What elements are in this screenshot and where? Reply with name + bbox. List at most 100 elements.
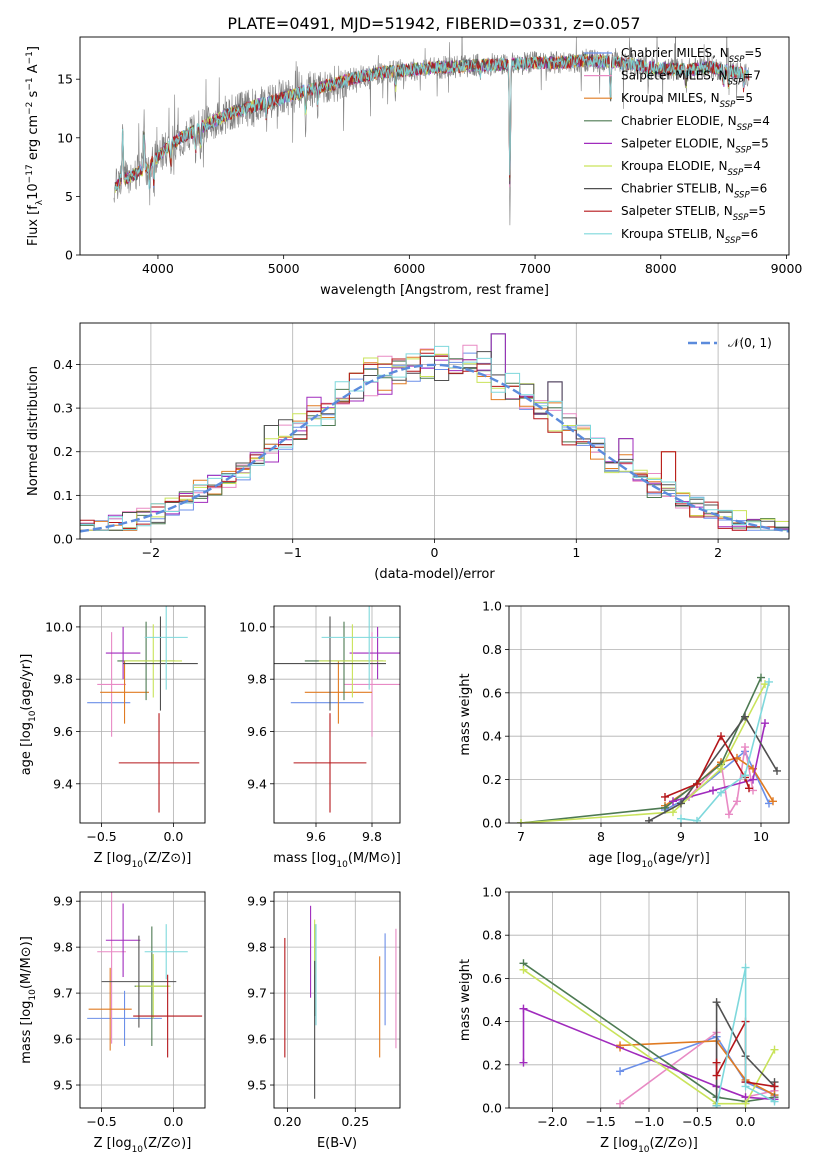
weight-marker xyxy=(519,965,528,974)
errorbar-point xyxy=(100,660,149,724)
histogram-step xyxy=(80,353,789,531)
weight-marker xyxy=(717,732,725,741)
panels: 4000 5000 6000 7000 8000 9000051015wavelength… xyxy=(19,36,802,1155)
y-tick-label: 0.6 xyxy=(482,685,502,700)
weight-marker xyxy=(669,808,677,817)
legend-label: Kroupa MILES, NSSP=5 xyxy=(621,91,753,110)
residuals-legend: 𝒩(0, 1) xyxy=(688,336,772,350)
errorbar-point xyxy=(123,616,198,711)
x-tick-label: 8 xyxy=(597,829,605,844)
errorbar-point xyxy=(144,606,188,690)
y-tick-label: 0.2 xyxy=(53,444,73,459)
y-tick-label: 10.0 xyxy=(45,619,73,634)
x-tick-label: 7000 xyxy=(519,261,551,276)
y-tick-label: 9.6 xyxy=(247,1032,267,1047)
weight-marker xyxy=(693,779,701,788)
weight-marker xyxy=(693,816,701,823)
x-tick-label: 0.0 xyxy=(163,1114,183,1129)
weight-marker xyxy=(770,1045,779,1054)
legend-label: Kroupa ELODIE, NSSP=4 xyxy=(621,159,761,178)
x-tick-label: −0.5 xyxy=(682,1114,712,1129)
weight-marker xyxy=(661,792,669,801)
axes-age-vs-mass: 9.6 9.8 9.4 9.6 9.8 10.0 mass [log10(M/M⊙)] xyxy=(239,605,401,870)
histogram-step xyxy=(80,333,789,531)
y-tick-label: 10 xyxy=(57,130,73,145)
errorbar-point xyxy=(118,713,200,813)
weight-marker xyxy=(717,764,725,773)
y-tick-label: 9.8 xyxy=(53,672,73,687)
legend-label: Chabrier MILES, NSSP=5 xyxy=(621,46,762,65)
axes-residuals: −2 −1 0 1 2 0.0 0.1 0.2 0.3 0.4 (data-model)/error… xyxy=(26,322,790,582)
errorbar-point xyxy=(88,967,132,1051)
y-tick-label: 0.4 xyxy=(482,729,502,744)
y-tick-label: 9.7 xyxy=(247,986,267,1001)
axes-mass-vs-Z: −0.5 0.0 9.5 9.6 9.7 9.8 9.9 Z [log10(Z/Z⊙)] mas… xyxy=(19,891,206,1155)
y-tick-label: 9.8 xyxy=(247,672,267,687)
y-tick-label: 0.0 xyxy=(53,532,73,547)
x-tick-label: 6000 xyxy=(393,261,425,276)
weight-series-line xyxy=(715,967,775,1106)
y-tick-label: 9.7 xyxy=(53,986,73,1001)
weight-marker xyxy=(741,743,749,752)
axes-age-vs-Z: −0.5 0.0 9.4 9.6 9.8 10.0 Z [log10(Z/Z⊙)] age [… xyxy=(19,605,206,870)
y-tick-label: 1.0 xyxy=(482,599,502,614)
axes-frame xyxy=(79,322,790,540)
y-tick-label: 9.8 xyxy=(53,940,73,955)
weight-marker xyxy=(677,814,685,823)
y-tick-label: 1.0 xyxy=(482,885,502,900)
weight-marker xyxy=(616,1067,625,1076)
weight-marker xyxy=(769,797,777,806)
weight-marker xyxy=(741,1082,750,1091)
errorbar-point xyxy=(105,626,141,680)
weight-marker xyxy=(741,771,749,780)
weight-marker xyxy=(712,1101,721,1108)
weight-series-line xyxy=(648,715,778,822)
weight-marker xyxy=(717,788,725,797)
y-tick-label: 0.8 xyxy=(482,642,502,657)
y-tick-label: 0.1 xyxy=(53,488,73,503)
y-tick-label: 0.0 xyxy=(482,1101,502,1116)
y-tick-label: 9.4 xyxy=(53,776,73,791)
x-tick-label: 2 xyxy=(714,545,722,560)
y-tick-label: 9.6 xyxy=(53,1032,73,1047)
errorbar-point xyxy=(87,990,162,1046)
x-tick-label: 10 xyxy=(753,829,769,844)
y-tick-label: 0 xyxy=(65,248,73,263)
errorbar-point xyxy=(124,624,183,698)
x-axis-label: Z [log10(Z/Z⊙)] xyxy=(94,851,192,870)
legend-label: 𝒩(0, 1) xyxy=(728,336,772,350)
errorbar-point xyxy=(293,713,367,813)
weight-series-line xyxy=(520,683,766,823)
y-tick-label: 0.0 xyxy=(482,816,502,831)
x-axis-label: (data-model)/error xyxy=(374,567,495,582)
weight-marker xyxy=(770,1097,779,1106)
errorbar-point xyxy=(344,632,400,737)
errorbar-point xyxy=(349,626,400,680)
weight-marker xyxy=(770,1082,779,1091)
weight-series-line xyxy=(664,734,750,798)
legend-label: Salpeter MILES, NSSP=7 xyxy=(621,69,761,88)
x-tick-label: 0.0 xyxy=(163,829,183,844)
x-axis-label: wavelength [Angstrom, rest frame] xyxy=(320,283,549,298)
plot-area-massweight-vs-age xyxy=(517,673,781,823)
x-tick-label: 4000 xyxy=(142,261,174,276)
weight-series-line xyxy=(523,969,776,1105)
x-tick-label: 9.8 xyxy=(362,829,382,844)
x-tick-label: −2 xyxy=(142,545,160,560)
plot-area-mass-vs-Z xyxy=(87,892,203,1058)
figure-title: PLATE=0491, MJD=51942, FIBERID=0331, z=0… xyxy=(227,14,640,33)
errorbar-point xyxy=(105,903,141,978)
y-tick-label: 9.9 xyxy=(53,894,73,909)
y-tick-label: 5 xyxy=(65,189,73,204)
weight-marker xyxy=(749,775,757,784)
legend-label: Chabrier ELODIE, NSSP=4 xyxy=(621,114,770,133)
x-tick-label: −0.5 xyxy=(86,1114,116,1129)
y-tick-label: 0.4 xyxy=(482,1014,502,1029)
weight-marker xyxy=(712,1071,721,1080)
x-tick-label: 8000 xyxy=(645,261,677,276)
legend-label: Salpeter ELODIE, NSSP=5 xyxy=(621,136,769,155)
y-tick-label: 0.2 xyxy=(482,772,502,787)
axes-frame xyxy=(273,891,401,1109)
weight-series-line xyxy=(523,962,775,1103)
x-axis-label: Z [log10(Z/Z⊙)] xyxy=(94,1136,192,1155)
